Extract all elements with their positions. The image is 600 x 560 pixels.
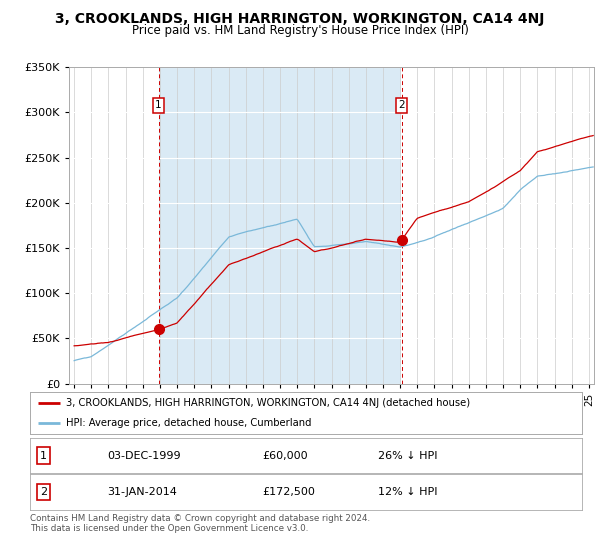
Text: Price paid vs. HM Land Registry's House Price Index (HPI): Price paid vs. HM Land Registry's House … bbox=[131, 24, 469, 37]
Bar bbox=[158, 67, 401, 384]
Text: Contains HM Land Registry data © Crown copyright and database right 2024.
This d: Contains HM Land Registry data © Crown c… bbox=[30, 514, 370, 534]
Text: 26% ↓ HPI: 26% ↓ HPI bbox=[378, 451, 437, 460]
Text: 2: 2 bbox=[398, 100, 405, 110]
Text: £60,000: £60,000 bbox=[262, 451, 307, 460]
Text: 2: 2 bbox=[40, 487, 47, 497]
Text: 1: 1 bbox=[40, 451, 47, 460]
Text: HPI: Average price, detached house, Cumberland: HPI: Average price, detached house, Cumb… bbox=[66, 418, 311, 428]
Text: 3, CROOKLANDS, HIGH HARRINGTON, WORKINGTON, CA14 4NJ (detached house): 3, CROOKLANDS, HIGH HARRINGTON, WORKINGT… bbox=[66, 398, 470, 408]
Text: 31-JAN-2014: 31-JAN-2014 bbox=[107, 487, 177, 497]
Text: 03-DEC-1999: 03-DEC-1999 bbox=[107, 451, 181, 460]
Text: 12% ↓ HPI: 12% ↓ HPI bbox=[378, 487, 437, 497]
Text: 1: 1 bbox=[155, 100, 162, 110]
Text: £172,500: £172,500 bbox=[262, 487, 315, 497]
Text: 3, CROOKLANDS, HIGH HARRINGTON, WORKINGTON, CA14 4NJ: 3, CROOKLANDS, HIGH HARRINGTON, WORKINGT… bbox=[55, 12, 545, 26]
